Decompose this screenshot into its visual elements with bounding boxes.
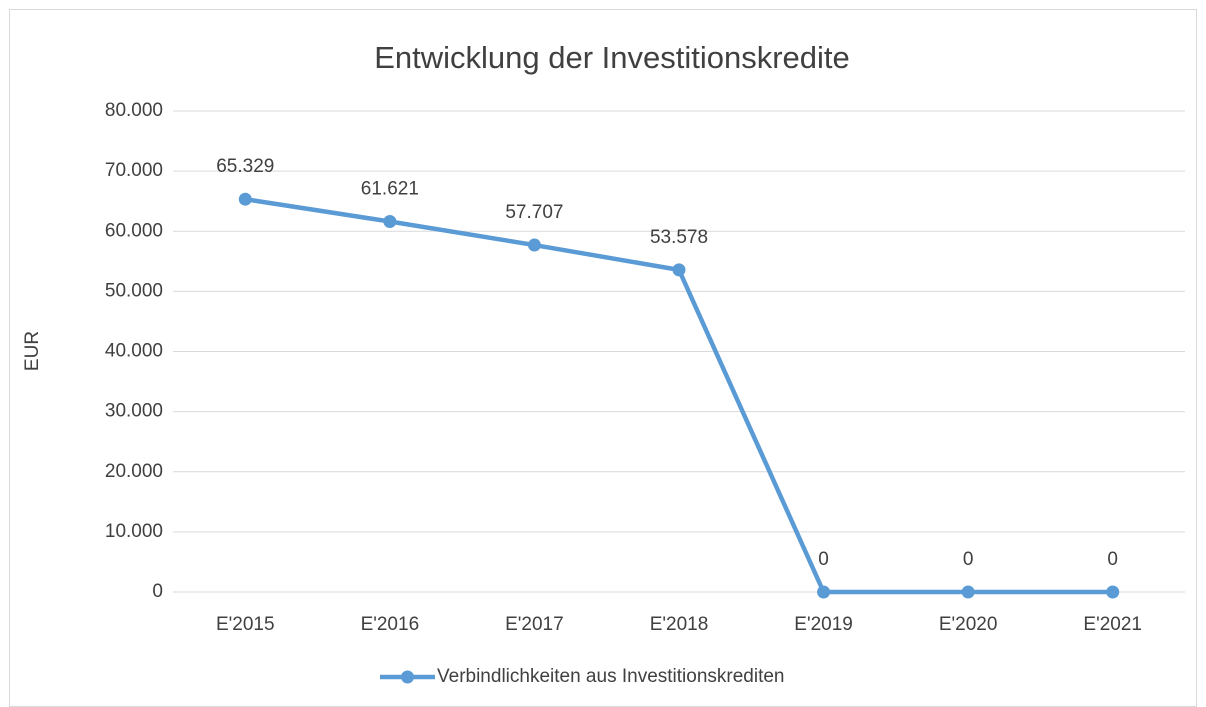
x-tick-label: E'2016 [361, 614, 420, 635]
y-tick-label: 10.000 [105, 521, 163, 542]
data-label: 0 [818, 549, 829, 570]
data-point [817, 585, 831, 599]
x-tick-label: E'2021 [1083, 614, 1142, 635]
y-axis-label: EUR [22, 331, 43, 371]
x-tick-label: E'2015 [216, 614, 275, 635]
y-tick-label: 40.000 [105, 341, 163, 362]
y-tick-label: 20.000 [105, 461, 163, 482]
data-point [238, 192, 252, 206]
y-tick-label: 70.000 [105, 160, 163, 181]
data-point [1106, 585, 1120, 599]
legend-label: Verbindlichkeiten aus Investitionskredit… [437, 666, 784, 687]
data-point [961, 585, 975, 599]
y-tick-label: 30.000 [105, 401, 163, 422]
data-label: 61.621 [361, 179, 419, 200]
data-point [672, 263, 686, 277]
data-point [383, 215, 397, 229]
y-tick-label: 60.000 [105, 220, 163, 241]
data-point [527, 238, 541, 252]
chart-title: Entwicklung der Investitionskredite [374, 40, 850, 75]
data-label: 0 [1107, 549, 1118, 570]
data-label: 53.578 [650, 227, 708, 248]
y-tick-label: 80.000 [105, 100, 163, 121]
x-tick-label: E'2017 [505, 614, 564, 635]
data-label: 65.329 [216, 156, 274, 177]
y-tick-label: 0 [152, 581, 163, 602]
data-label: 57.707 [505, 202, 563, 223]
data-label: 0 [963, 549, 974, 570]
legend-marker [401, 670, 414, 684]
x-tick-label: E'2019 [794, 614, 853, 635]
x-tick-label: E'2018 [650, 614, 709, 635]
x-tick-label: E'2020 [939, 614, 998, 635]
y-tick-label: 50.000 [105, 280, 163, 301]
chart-border [9, 9, 1197, 707]
